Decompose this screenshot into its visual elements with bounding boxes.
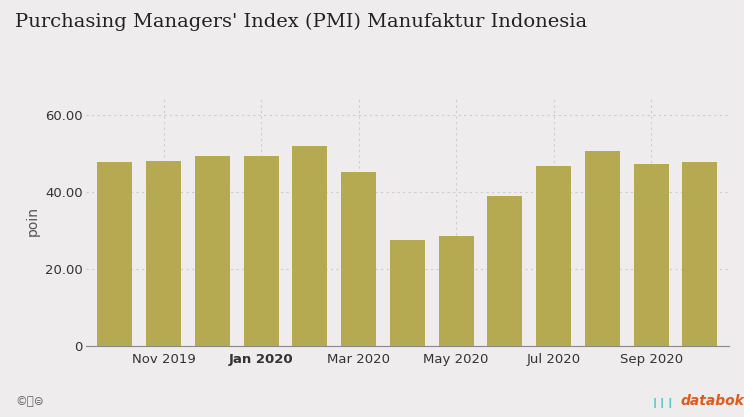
Bar xyxy=(634,164,669,346)
Text: Purchasing Managers' Index (PMI) Manufaktur Indonesia: Purchasing Managers' Index (PMI) Manufak… xyxy=(15,13,587,31)
Bar xyxy=(585,151,620,346)
Text: ©ⓘ⊜: ©ⓘ⊜ xyxy=(15,395,43,408)
Text: ❙❙❙: ❙❙❙ xyxy=(651,398,676,408)
Y-axis label: poin: poin xyxy=(25,206,39,236)
Bar xyxy=(195,156,230,346)
Bar xyxy=(536,166,571,346)
Bar xyxy=(682,162,717,346)
Bar xyxy=(438,236,474,346)
Bar xyxy=(487,196,522,346)
Bar xyxy=(341,172,376,346)
Bar xyxy=(146,161,181,346)
Text: databoks: databoks xyxy=(681,394,744,408)
Bar xyxy=(97,162,132,346)
Bar xyxy=(390,240,425,346)
Bar xyxy=(292,146,327,346)
Bar xyxy=(243,156,278,346)
